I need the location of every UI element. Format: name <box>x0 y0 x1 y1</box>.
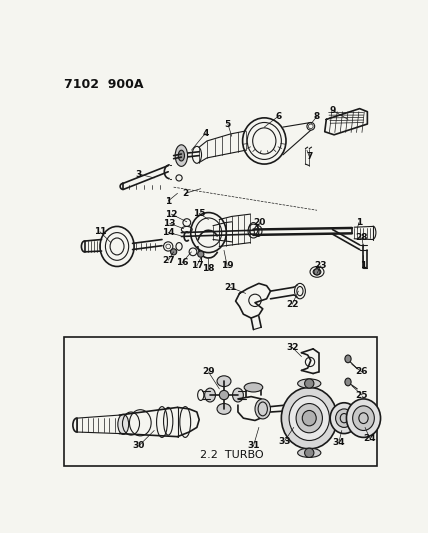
Ellipse shape <box>281 387 337 449</box>
Ellipse shape <box>353 406 374 431</box>
Ellipse shape <box>217 376 231 386</box>
Text: 22: 22 <box>286 300 298 309</box>
Ellipse shape <box>255 399 270 419</box>
Ellipse shape <box>297 379 321 388</box>
Ellipse shape <box>296 403 322 433</box>
Ellipse shape <box>345 378 351 386</box>
Text: 29: 29 <box>202 367 215 376</box>
Circle shape <box>305 379 314 388</box>
Circle shape <box>314 269 320 275</box>
Text: 11: 11 <box>94 227 106 236</box>
Text: 2: 2 <box>182 189 188 198</box>
Text: 4: 4 <box>202 129 208 138</box>
Text: 24: 24 <box>363 434 376 443</box>
Ellipse shape <box>175 145 187 166</box>
Text: 13: 13 <box>163 219 176 228</box>
Ellipse shape <box>205 388 215 402</box>
Ellipse shape <box>219 391 229 400</box>
Text: 23: 23 <box>315 261 327 270</box>
Ellipse shape <box>302 410 316 426</box>
Text: 1: 1 <box>165 197 171 206</box>
Text: 5: 5 <box>225 119 231 128</box>
Circle shape <box>170 249 177 255</box>
Text: 19: 19 <box>221 261 233 270</box>
Text: 21: 21 <box>224 283 236 292</box>
Text: 7: 7 <box>306 152 312 161</box>
Text: 16: 16 <box>176 258 188 267</box>
Text: 27: 27 <box>162 256 175 265</box>
Ellipse shape <box>178 150 184 161</box>
Text: 34: 34 <box>333 438 345 447</box>
Text: 14: 14 <box>162 228 175 237</box>
Text: 20: 20 <box>253 218 266 227</box>
Text: 33: 33 <box>278 437 291 446</box>
Ellipse shape <box>297 448 321 457</box>
Text: 9: 9 <box>329 106 336 115</box>
Ellipse shape <box>232 388 244 402</box>
Text: 15: 15 <box>193 209 205 218</box>
Text: 1: 1 <box>356 218 362 227</box>
Text: 3: 3 <box>136 169 142 179</box>
Text: 1: 1 <box>360 261 367 270</box>
Ellipse shape <box>346 399 380 438</box>
Text: 25: 25 <box>356 391 368 400</box>
Text: 6: 6 <box>275 112 281 121</box>
Text: 28: 28 <box>356 233 368 243</box>
Ellipse shape <box>217 403 231 414</box>
Text: 2.2  TURBO: 2.2 TURBO <box>200 450 264 460</box>
Text: 26: 26 <box>356 367 368 376</box>
Circle shape <box>305 448 314 457</box>
Text: 32: 32 <box>286 343 298 352</box>
Text: 30: 30 <box>133 441 145 450</box>
Ellipse shape <box>244 383 263 392</box>
Ellipse shape <box>289 396 330 440</box>
Ellipse shape <box>118 414 129 434</box>
Text: 18: 18 <box>202 264 215 273</box>
Text: 17: 17 <box>190 261 203 270</box>
Ellipse shape <box>336 409 353 427</box>
Circle shape <box>198 251 204 257</box>
Text: 8: 8 <box>314 112 320 121</box>
Ellipse shape <box>330 403 358 433</box>
Ellipse shape <box>345 355 351 363</box>
Text: 31: 31 <box>247 441 260 450</box>
Text: 12: 12 <box>165 209 178 219</box>
Text: 7102  900A: 7102 900A <box>64 78 144 91</box>
